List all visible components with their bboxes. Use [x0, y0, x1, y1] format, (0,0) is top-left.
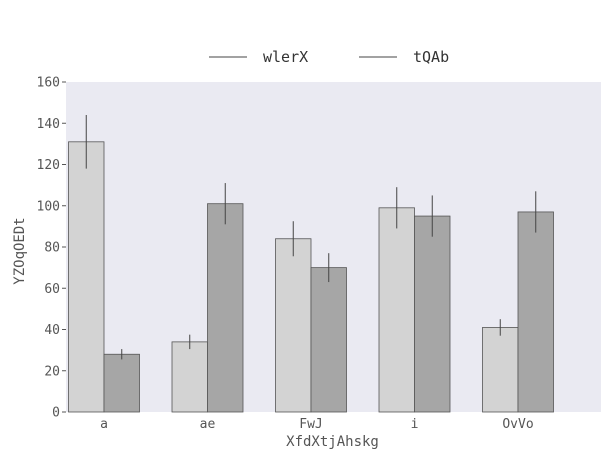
y-tick-label-20: 20 — [44, 364, 60, 379]
y-tick-label-80: 80 — [44, 241, 60, 256]
y-tick-label-140: 140 — [37, 117, 60, 132]
error-bars-group — [85, 115, 537, 360]
y-tick-label-100: 100 — [37, 199, 60, 214]
bar-tQAb-a — [103, 353, 140, 413]
bar-wlerX-i — [378, 207, 415, 413]
bar-tQAb-FwJ — [310, 267, 347, 413]
bar-tQAb-OvVo — [517, 211, 554, 413]
legend-label-tQAb: tQAb — [413, 48, 449, 66]
bar-wlerX-FwJ — [275, 238, 312, 413]
x-tick-label-ae: ae — [200, 417, 216, 432]
y-tick-label-160: 160 — [37, 76, 60, 91]
x-tick-label-FwJ: FwJ — [299, 417, 322, 432]
y-tick-label-0: 0 — [52, 406, 60, 421]
y-tick-label-40: 40 — [44, 323, 60, 338]
x-tick-label-a: a — [100, 417, 108, 432]
bar-wlerX-OvVo — [482, 327, 519, 413]
bar-wlerX-a — [68, 141, 105, 413]
x-tick-label-i: i — [411, 417, 419, 432]
y-tick-label-120: 120 — [37, 158, 60, 173]
x-tick-label-OvVo: OvVo — [502, 417, 533, 432]
x-axis-label: XfdXtjAhskg — [286, 434, 379, 450]
bar-tQAb-ae — [207, 203, 244, 413]
legend: wlerX tQAb — [209, 48, 449, 66]
bar-tQAb-i — [414, 215, 451, 413]
bars-group — [68, 141, 554, 413]
y-axis: 0 20 40 60 80 100 120 140 160 — [37, 76, 66, 421]
y-tick-label-60: 60 — [44, 282, 60, 297]
legend-label-wlerX: wlerX — [263, 48, 308, 66]
y-axis-label: YZOqOEDt — [12, 217, 28, 284]
x-axis: a ae FwJ i OvVo — [100, 417, 534, 432]
bar-wlerX-ae — [171, 341, 208, 413]
